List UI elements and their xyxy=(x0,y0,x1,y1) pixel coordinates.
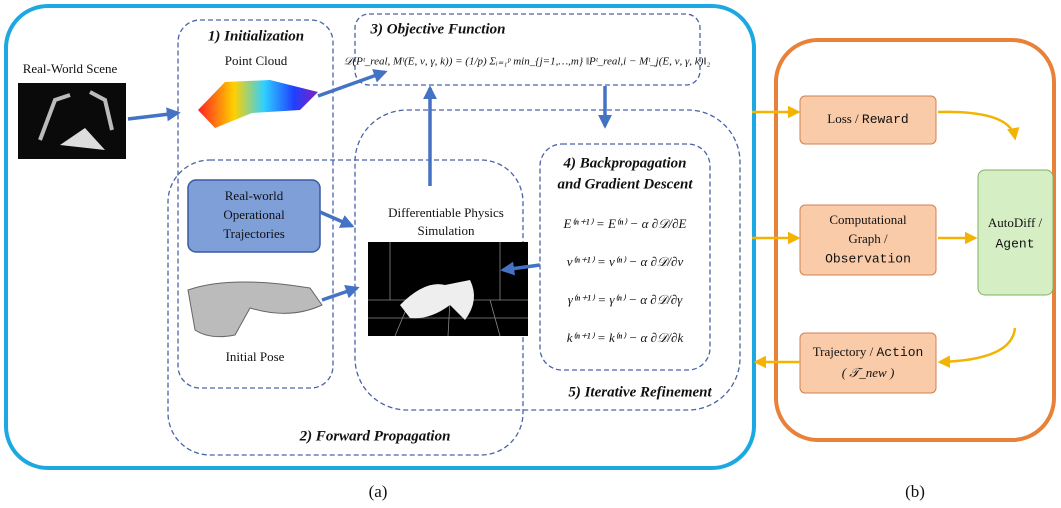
arrow xyxy=(938,112,1015,138)
caption-a: (a) xyxy=(369,482,388,501)
equation: γ⁽ⁿ⁺¹⁾ = γ⁽ⁿ⁾ − α ∂𝒟/∂γ xyxy=(568,292,683,307)
trajectory-label: Trajectory / Action xyxy=(813,344,924,360)
loss-label: Loss / Reward xyxy=(827,111,908,127)
trajectories-label: Real-world xyxy=(225,188,284,203)
point-cloud-label: Point Cloud xyxy=(225,53,288,68)
init-title: 1) Initialization xyxy=(208,28,304,44)
autodiff-code: Agent xyxy=(995,236,1034,251)
point-cloud-image xyxy=(198,80,318,128)
trajectories-label: Trajectories xyxy=(223,226,285,241)
objective-title: 3) Objective Function xyxy=(370,21,506,37)
trajectories-label: Operational xyxy=(223,207,285,222)
label-part: Reward xyxy=(862,112,909,127)
backprop-title: 4) Backpropagation xyxy=(563,155,687,171)
trajectory-box xyxy=(800,333,936,393)
objective-formula: 𝒟(Pᵗ_real, Mᵗ(E, ν, γ, k)) = (1/p) Σᵢ₌₁ᵖ… xyxy=(344,56,711,68)
equation: E⁽ⁿ⁺¹⁾ = E⁽ⁿ⁾ − α ∂𝒟/∂E xyxy=(563,216,687,231)
label-part: Action xyxy=(876,345,923,360)
forward-label: 2) Forward Propagation xyxy=(299,428,451,444)
autodiff-box xyxy=(978,170,1053,295)
simulation-label: Simulation xyxy=(417,223,475,238)
simulation-image xyxy=(368,242,528,336)
caption-b: (b) xyxy=(905,482,925,501)
graph-label: Graph / xyxy=(848,231,888,246)
scene-label: Real-World Scene xyxy=(23,61,118,76)
arrow xyxy=(940,328,1015,362)
label-part: Trajectory / xyxy=(813,344,874,359)
initial-pose-label: Initial Pose xyxy=(226,349,285,364)
arrow xyxy=(128,113,178,119)
simulation-label: Differentiable Physics xyxy=(388,205,504,220)
scene-image xyxy=(18,83,126,159)
initial-pose-image xyxy=(188,282,322,337)
graph-code: Observation xyxy=(825,251,911,266)
arrow xyxy=(322,288,357,300)
graph-label: Computational xyxy=(829,212,907,227)
autodiff-label: AutoDiff / xyxy=(988,215,1043,230)
arrow xyxy=(320,212,352,226)
equation: ν⁽ⁿ⁺¹⁾ = ν⁽ⁿ⁾ − α ∂𝒟/∂ν xyxy=(567,254,684,269)
arrow xyxy=(318,72,385,96)
label-part: Loss / xyxy=(827,111,859,126)
equation: k⁽ⁿ⁺¹⁾ = k⁽ⁿ⁾ − α ∂𝒟/∂k xyxy=(567,330,684,345)
refine-label: 5) Iterative Refinement xyxy=(568,384,712,400)
figure: Real-World Scene 1) Initialization Point… xyxy=(0,0,1061,508)
trajectory-sub: ( 𝒯_new ) xyxy=(842,365,895,380)
backprop-title: and Gradient Descent xyxy=(558,176,694,192)
